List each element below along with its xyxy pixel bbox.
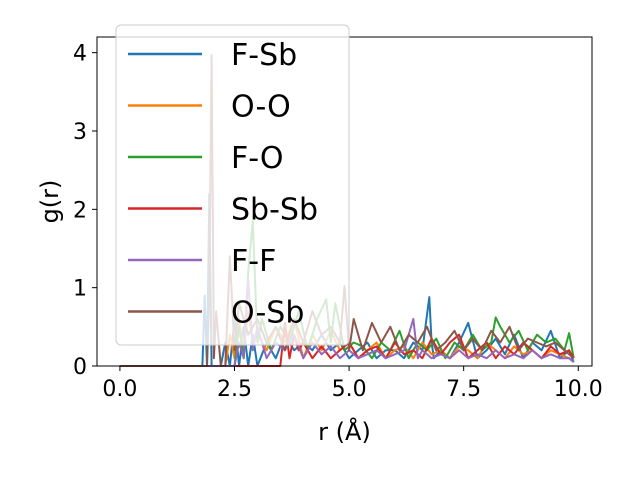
legend-label: Sb-Sb: [231, 193, 318, 228]
x-tick-label: 10.0: [554, 377, 603, 402]
x-axis: 0.0 2.5 5.0 7.5 10.0: [102, 366, 603, 402]
x-tick-label: 7.5: [446, 377, 481, 402]
y-axis: 0 1 2 3 4: [73, 42, 97, 380]
legend-label: O-Sb: [231, 296, 304, 331]
legend-label: F-O: [231, 141, 284, 176]
y-tick-label: 2: [73, 198, 87, 223]
y-tick-label: 1: [73, 277, 87, 302]
series-line-f-f: [119, 278, 575, 367]
y-tick-label: 4: [73, 42, 87, 67]
legend-label: O-O: [231, 90, 291, 125]
y-tick-label: 0: [73, 355, 87, 380]
legend: F-Sb O-O F-O Sb-Sb F-F O-Sb: [115, 24, 350, 346]
legend-label: F-Sb: [231, 38, 297, 73]
x-tick-label: 2.5: [217, 377, 252, 402]
x-axis-label: r (Å): [318, 417, 371, 446]
x-tick-label: 0.0: [102, 377, 137, 402]
y-tick-label: 3: [73, 120, 87, 145]
x-tick-label: 5.0: [332, 377, 367, 402]
legend-label: F-F: [231, 244, 276, 279]
y-axis-label: g(r): [36, 180, 64, 224]
